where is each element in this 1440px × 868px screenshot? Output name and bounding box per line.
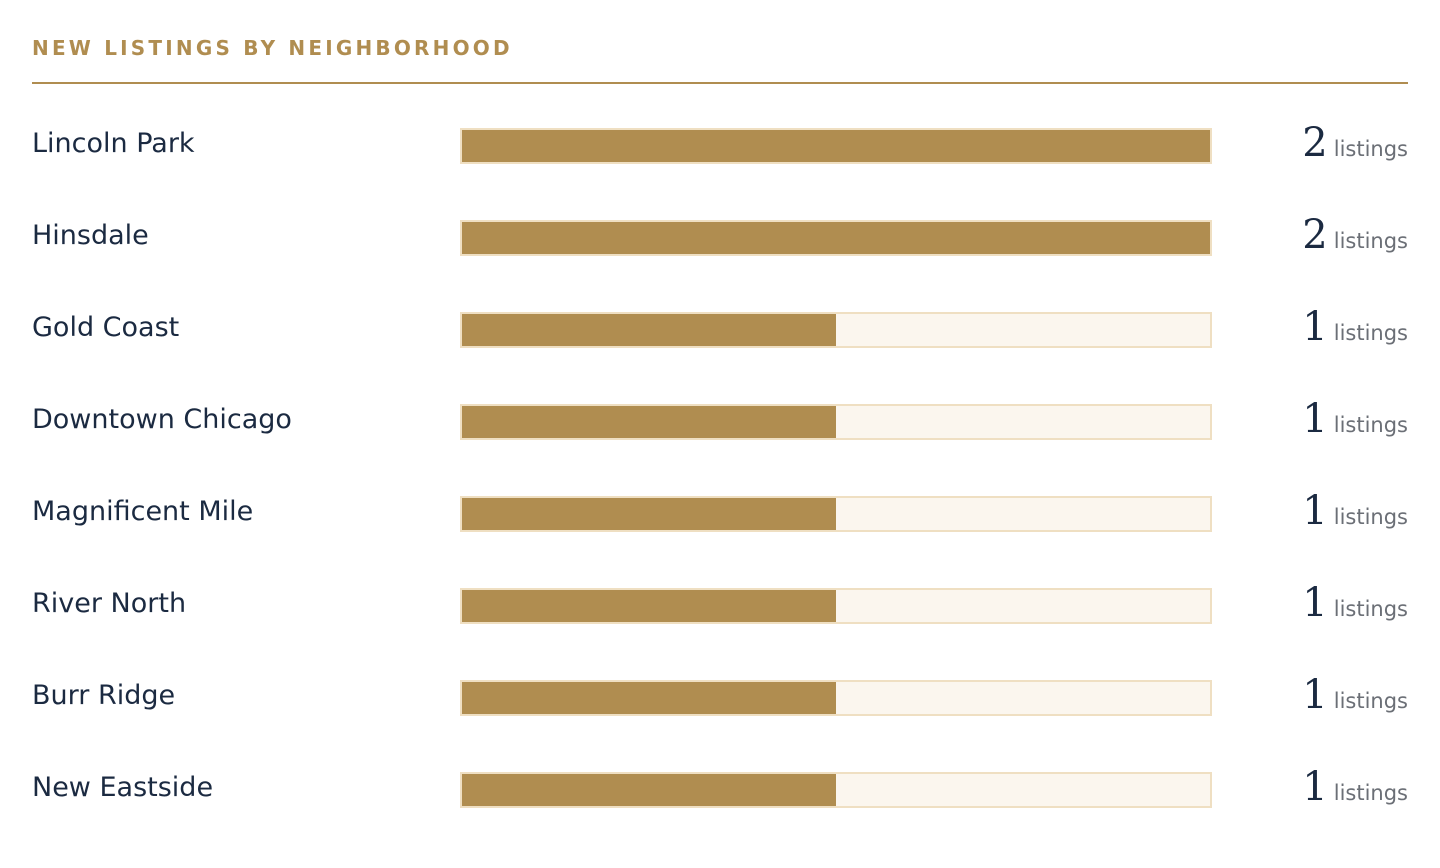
neighborhood-label: Magnificent Mile [32, 496, 254, 527]
neighborhood-row: New Eastside 1 listings [32, 746, 1408, 838]
bar-fill [462, 222, 1210, 254]
neighborhood-label: Gold Coast [32, 312, 180, 343]
bar-track [460, 128, 1212, 164]
neighborhood-label: New Eastside [32, 772, 214, 803]
listing-count: 1 listings [1302, 488, 1408, 534]
bar-fill [462, 130, 1210, 162]
bar-fill [462, 774, 836, 806]
count-number: 1 [1302, 396, 1328, 442]
bar-fill [462, 314, 836, 346]
count-unit: listings [1333, 137, 1408, 161]
listing-count: 1 listings [1302, 396, 1408, 442]
count-unit: listings [1333, 781, 1408, 805]
count-number: 1 [1302, 580, 1328, 626]
bar-fill [462, 590, 836, 622]
neighborhood-label: River North [32, 588, 187, 619]
bar-track [460, 496, 1212, 532]
neighborhood-row: Hinsdale 2 listings [32, 194, 1408, 286]
neighborhood-row: Lincoln Park 2 listings [32, 102, 1408, 194]
neighborhood-row: Gold Coast 1 listings [32, 286, 1408, 378]
count-unit: listings [1333, 413, 1408, 437]
neighborhood-listings-panel: NEW LISTINGS BY NEIGHBORHOOD Lincoln Par… [32, 0, 1408, 868]
count-number: 2 [1302, 212, 1328, 258]
neighborhood-row: Magnificent Mile 1 listings [32, 470, 1408, 562]
count-number: 1 [1302, 488, 1328, 534]
count-number: 1 [1302, 672, 1328, 718]
bar-track [460, 772, 1212, 808]
count-unit: listings [1333, 321, 1408, 345]
neighborhood-label: Downtown Chicago [32, 404, 292, 435]
count-number: 1 [1302, 304, 1328, 350]
listing-count: 1 listings [1302, 580, 1408, 626]
bar-track [460, 588, 1212, 624]
count-unit: listings [1333, 505, 1408, 529]
bar-track [460, 220, 1212, 256]
bar-track [460, 680, 1212, 716]
neighborhood-row: River North 1 listings [32, 562, 1408, 654]
count-unit: listings [1333, 689, 1408, 713]
bar-fill [462, 498, 836, 530]
bar-track [460, 404, 1212, 440]
neighborhood-label: Hinsdale [32, 220, 149, 251]
bar-track [460, 312, 1212, 348]
count-number: 1 [1302, 764, 1328, 810]
neighborhood-row: Downtown Chicago 1 listings [32, 378, 1408, 470]
bar-fill [462, 682, 836, 714]
listing-count: 1 listings [1302, 304, 1408, 350]
listing-count: 1 listings [1302, 764, 1408, 810]
count-unit: listings [1333, 597, 1408, 621]
listing-count: 2 listings [1302, 212, 1408, 258]
neighborhood-label: Lincoln Park [32, 128, 195, 159]
count-number: 2 [1302, 120, 1328, 166]
neighborhood-list: Lincoln Park 2 listings Hinsdale 2 listings Go… [32, 102, 1408, 838]
count-unit: listings [1333, 229, 1408, 253]
title-divider [32, 82, 1408, 84]
listing-count: 2 listings [1302, 120, 1408, 166]
bar-fill [462, 406, 836, 438]
neighborhood-label: Burr Ridge [32, 680, 176, 711]
listing-count: 1 listings [1302, 672, 1408, 718]
neighborhood-row: Burr Ridge 1 listings [32, 654, 1408, 746]
section-title: NEW LISTINGS BY NEIGHBORHOOD [32, 36, 513, 60]
